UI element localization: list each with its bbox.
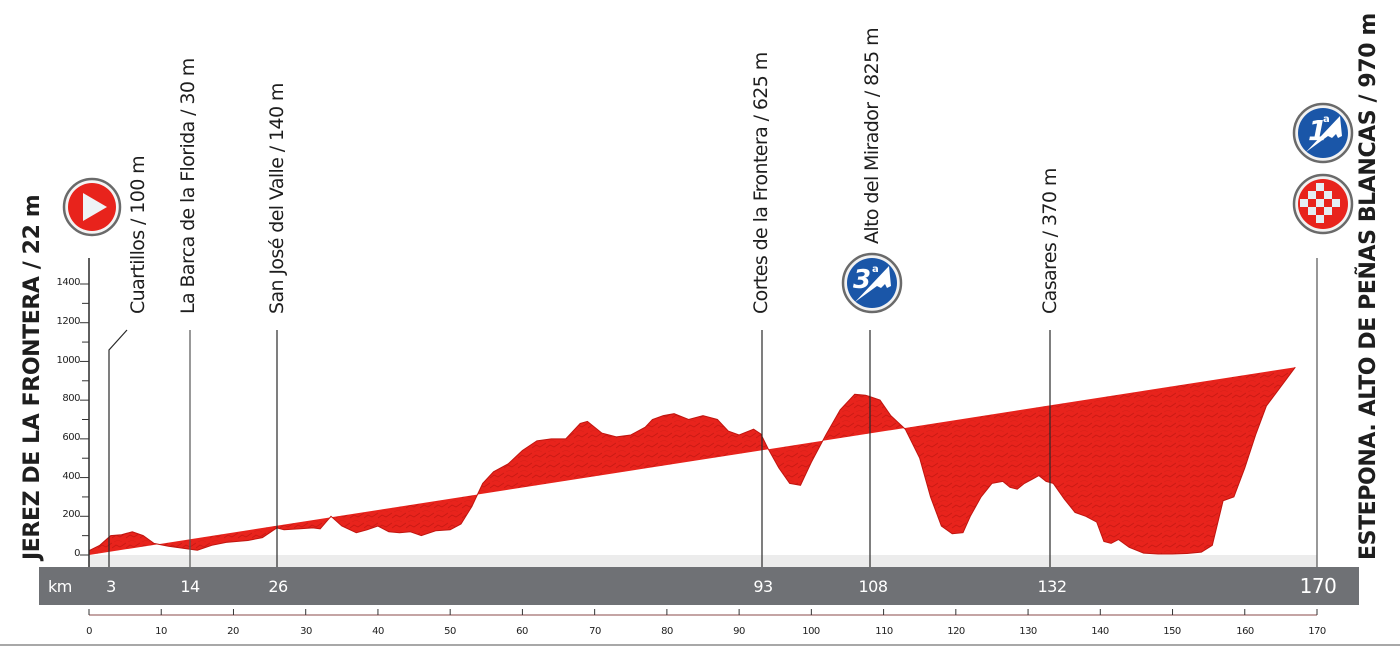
km-mark: 14 <box>180 577 200 596</box>
label-sanjose: San José del Valle / 140 m <box>266 83 288 314</box>
x-tick-label: 80 <box>661 626 673 637</box>
baseline-band <box>89 555 1317 567</box>
checkered-flag-icon <box>1292 173 1354 235</box>
km-mark: 170 <box>1299 574 1337 598</box>
label-start: JEREZ DE LA FRONTERA / 22 m <box>20 194 45 560</box>
x-tick-label: 60 <box>516 626 528 637</box>
label-finish: ESTEPONA. ALTO DE PEÑAS BLANCAS / 970 m <box>1356 13 1381 560</box>
km-mark: 132 <box>1037 577 1067 596</box>
y-tick-label: 1400 <box>56 277 81 288</box>
climb-category-3-icon: 3 a <box>841 252 903 314</box>
x-tick-label: 70 <box>589 626 601 637</box>
svg-text:3: 3 <box>853 265 871 295</box>
x-tick-label: 0 <box>86 626 92 637</box>
elevation-profile <box>88 366 1296 555</box>
x-tick-label: 40 <box>372 626 384 637</box>
label-cuartillos: Cuartillos / 100 m <box>127 155 149 314</box>
x-tick-label: 140 <box>1091 626 1109 637</box>
x-tick-label: 100 <box>802 626 820 637</box>
x-tick-label: 150 <box>1163 626 1181 637</box>
x-tick-label: 130 <box>1019 626 1037 637</box>
x-tick-label: 90 <box>733 626 745 637</box>
svg-text:a: a <box>1323 114 1330 125</box>
y-tick-label: 1000 <box>56 355 81 366</box>
x-tick-label: 50 <box>444 626 456 637</box>
waypoint-markers <box>108 258 1318 567</box>
x-tick-label: 30 <box>300 626 312 637</box>
y-tick-label: 400 <box>62 471 80 482</box>
label-casares: Casares / 370 m <box>1039 168 1061 314</box>
start-play-icon <box>62 177 122 237</box>
x-tick-label: 170 <box>1308 626 1326 637</box>
bottom-rule <box>0 644 1400 646</box>
y-tick-label: 600 <box>62 432 80 443</box>
y-axis-ticks <box>80 283 89 556</box>
y-tick-label: 1200 <box>56 316 81 327</box>
x-tick-label: 120 <box>947 626 965 637</box>
label-cortes: Cortes de la Frontera / 625 m <box>750 52 772 314</box>
label-mirador: Alto del Mirador / 825 m <box>861 28 883 244</box>
y-tick-label: 0 <box>74 548 80 559</box>
km-mark: 3 <box>106 577 116 596</box>
km-mark: 108 <box>858 577 888 596</box>
x-tick-label: 110 <box>875 626 893 637</box>
km-mark: 93 <box>753 577 773 596</box>
x-tick-label: 160 <box>1236 626 1254 637</box>
svg-text:a: a <box>872 264 879 275</box>
x-tick-label: 10 <box>155 626 167 637</box>
x-axis-ticks <box>88 609 1318 615</box>
climb-category-1-icon: 1 a <box>1292 102 1354 164</box>
x-tick-label: 20 <box>227 626 239 637</box>
label-barca: La Barca de la Florida / 30 m <box>177 58 199 314</box>
marker-line-cuartillos <box>108 329 128 567</box>
svg-text:1: 1 <box>1308 114 1327 147</box>
y-tick-label: 200 <box>62 509 80 520</box>
km-bar-unit: km <box>48 577 72 596</box>
y-tick-label: 800 <box>62 393 80 404</box>
km-bar <box>39 567 1359 605</box>
km-mark: 26 <box>268 577 288 596</box>
